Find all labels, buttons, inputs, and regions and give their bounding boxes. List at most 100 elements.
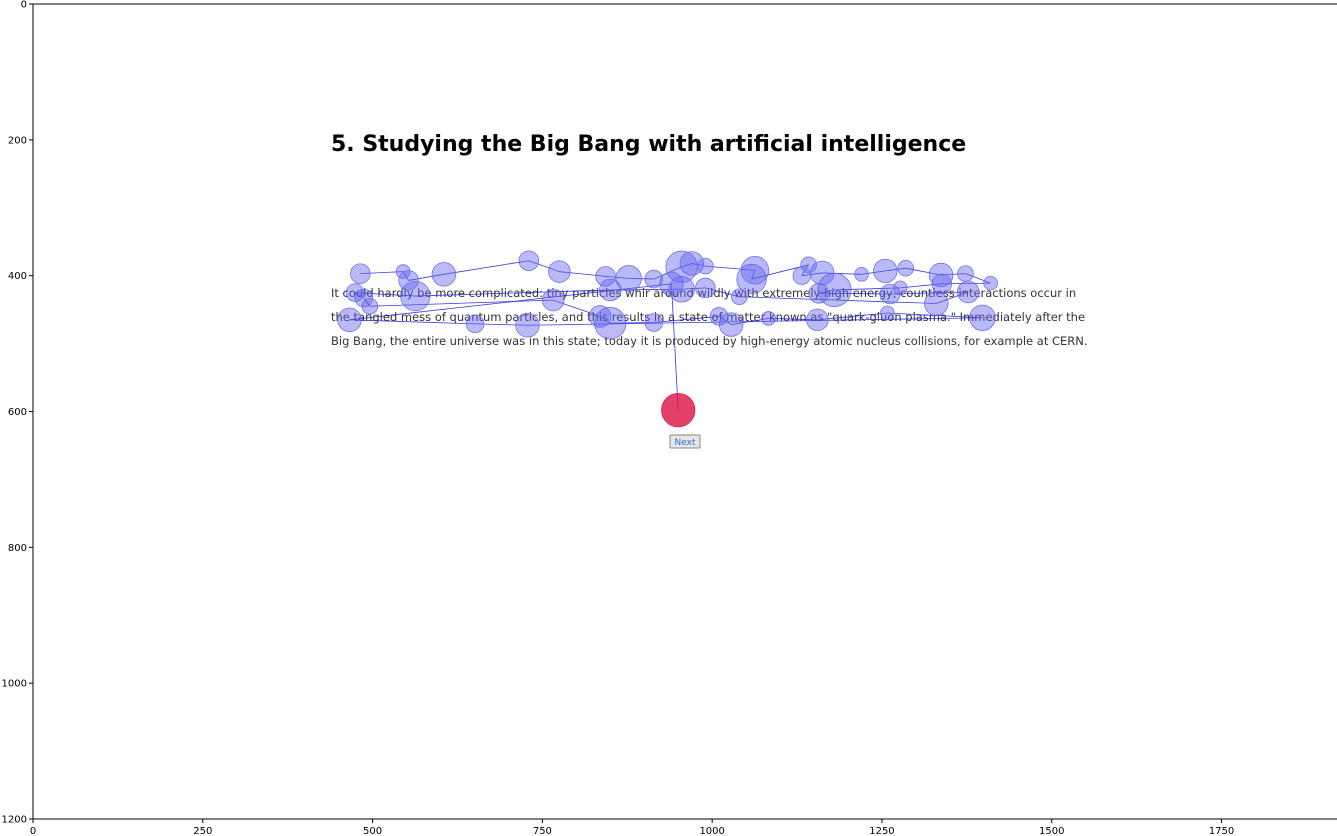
fixation-point [969,304,996,331]
scanpath-segment [415,289,611,297]
fixation-point [731,288,748,305]
scanpath-segment [818,289,835,294]
x-tick-label: 1500 [1039,826,1064,836]
scanpath-segment [834,287,901,291]
y-tick-label: 400 [8,271,27,282]
scanpath-segment [885,267,906,272]
scanpath-segment [681,287,706,290]
scanpath-segment [369,299,554,307]
fixation-point [345,283,365,302]
fixation-point [350,263,371,284]
x-tick-label: 250 [193,826,212,836]
x-tick-label: 1250 [869,826,894,836]
fixation-point [956,280,980,304]
fixation-point [736,263,767,295]
scanpath-segment [751,270,756,280]
fixation-point [808,283,830,304]
fixation-point [465,314,485,334]
scanpath-segment [817,312,888,321]
scanpath-segment [354,292,416,297]
fixation-point [924,291,949,316]
fixation-point [718,312,744,337]
scanpath-segment [443,260,529,275]
x-tick-label: 1000 [699,826,724,836]
fixation-markers [337,250,998,428]
scanpath-segment [653,316,719,323]
fixation-point [354,288,374,308]
fixation-point [542,288,565,312]
fixation-point [697,257,714,275]
fixation-point [792,266,812,285]
fixation-point [817,272,852,308]
fixation-point [398,270,419,291]
scanpath-segment [818,292,891,295]
scanpath-segment [610,322,654,324]
y-tick-label: 600 [8,407,27,418]
fixation-point [806,308,829,332]
fixation-point [361,297,379,315]
scanpath-segment [801,264,809,276]
scanpath-segment [705,265,755,271]
fixation-point [880,305,895,321]
scanpath-segment [527,317,983,326]
fixation-point [957,265,974,282]
fixation-point [644,313,664,332]
fixation-point [709,307,729,326]
next-button-label: Next [675,438,696,448]
scanpath-segment [705,287,740,298]
scanpath-segment [349,283,672,321]
paragraph-line-3: Big Bang, the entire universe was in thi… [331,334,1088,348]
fixation-point [337,307,362,333]
fixation-point [679,251,705,276]
fixation-point [431,262,457,287]
fixation-point [928,262,954,288]
scanpath-segment [605,275,629,279]
scanpath-segment [402,271,409,281]
scanpath-segment [559,271,606,277]
y-tick-label: 800 [8,543,27,554]
x-tick-label: 500 [363,826,382,836]
x-tick-label: 0 [30,826,36,836]
scanpath-segment [890,291,969,295]
next-button[interactable]: Next [669,434,701,449]
fixation-point [515,313,540,338]
fixation-point [740,256,770,285]
fixation-point [595,266,616,287]
scanpath-segment [528,260,560,272]
y-tick-label: 1000 [2,679,27,690]
fixation-point [599,278,622,302]
fixation-point [594,307,627,340]
scanpath-segment [739,296,937,304]
scanpath-segment [936,291,969,304]
y-tick-label: 0 [21,0,27,11]
fixation-point [395,264,411,279]
fixation-point [873,258,898,284]
scanpath-segment [801,272,823,277]
x-tick-label: 750 [533,826,552,836]
fixation-point [897,259,915,277]
fixation-point [800,256,817,274]
fixation-point [931,273,952,295]
scanpath-segment [671,283,679,411]
y-tick-label: 200 [8,135,27,146]
fixation-point [854,267,869,282]
y-tick-label: 1200 [2,815,27,826]
stimulus-title: 5. Studying the Big Bang with artificial… [331,132,966,157]
fixation-point [615,265,642,292]
fixation-point [400,280,431,312]
scanpath-segment [681,263,692,268]
scanpath-segment [965,273,991,284]
fixation-point [548,260,571,283]
fixation-point [659,271,684,297]
scanpath-segment [941,282,991,285]
paragraph-line-1: It could hardly be more complicated: tin… [331,286,1076,300]
x-tick-label: 1750 [1209,826,1234,836]
fixation-point [879,283,901,305]
scanpath-segment [408,273,444,281]
scanpath-segment [905,267,942,276]
fixation-point [761,311,776,326]
fixation-point [644,269,664,289]
scanpath-segment [718,316,732,325]
